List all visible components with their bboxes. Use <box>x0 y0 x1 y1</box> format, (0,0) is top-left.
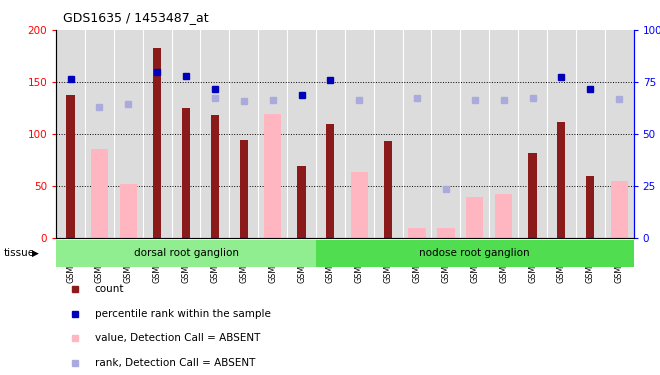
Bar <box>211 116 219 238</box>
Bar <box>153 48 161 238</box>
Text: percentile rank within the sample: percentile rank within the sample <box>94 309 271 319</box>
Bar <box>557 122 566 238</box>
Text: GDS1635 / 1453487_at: GDS1635 / 1453487_at <box>63 11 209 24</box>
Bar <box>182 108 190 238</box>
Bar <box>495 194 512 238</box>
Text: tissue: tissue <box>3 249 34 258</box>
Bar <box>326 124 335 238</box>
Bar <box>264 114 281 238</box>
Text: ▶: ▶ <box>32 249 38 258</box>
Bar <box>91 148 108 238</box>
Bar <box>466 196 483 238</box>
Bar <box>610 181 628 238</box>
Bar <box>240 140 248 238</box>
Bar <box>437 228 455 238</box>
Bar <box>316 240 634 267</box>
Bar <box>56 240 316 267</box>
Text: dorsal root ganglion: dorsal root ganglion <box>133 249 238 258</box>
Bar <box>384 141 392 238</box>
Text: rank, Detection Call = ABSENT: rank, Detection Call = ABSENT <box>94 358 255 368</box>
Bar <box>67 94 75 238</box>
Bar <box>586 176 595 238</box>
Text: count: count <box>94 284 124 294</box>
Text: nodose root ganglion: nodose root ganglion <box>420 249 530 258</box>
Bar <box>529 153 537 238</box>
Text: value, Detection Call = ABSENT: value, Detection Call = ABSENT <box>94 333 260 344</box>
Bar <box>350 171 368 238</box>
Bar <box>298 166 306 238</box>
Bar <box>119 184 137 238</box>
Bar <box>409 228 426 238</box>
